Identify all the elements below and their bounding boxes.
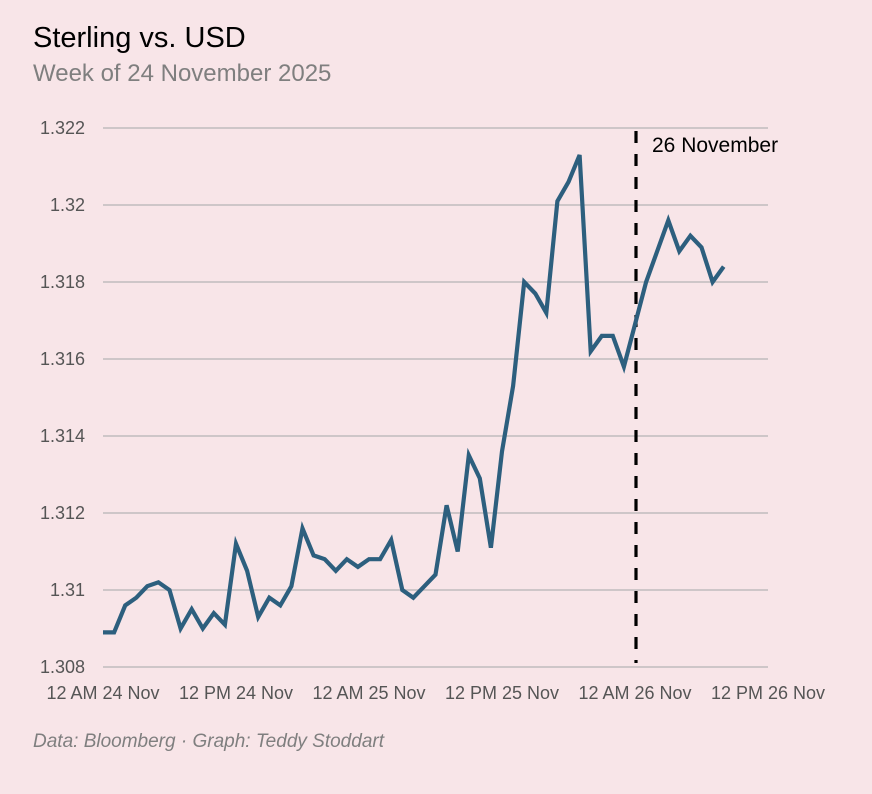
y-tick-label: 1.312 xyxy=(40,503,85,523)
y-tick-label: 1.322 xyxy=(40,118,85,138)
gridlines xyxy=(103,127,768,668)
y-tick-label: 1.31 xyxy=(50,580,85,600)
y-axis-ticks: 1.308 1.31 1.312 1.314 1.316 1.318 1.32 1.322 xyxy=(40,118,85,677)
y-tick-label: 1.308 xyxy=(40,657,85,677)
annotation-label: 26 November xyxy=(652,134,778,157)
x-tick-label: 12 PM 24 Nov xyxy=(179,683,293,703)
y-tick-label: 1.316 xyxy=(40,349,85,369)
series-line xyxy=(103,154,726,635)
x-tick-label: 12 PM 26 Nov xyxy=(711,683,825,703)
chart-caption: Data: Bloomberg · Graph: Teddy Stoddart xyxy=(33,731,384,752)
y-tick-label: 1.318 xyxy=(40,272,85,292)
x-tick-label: 12 AM 25 Nov xyxy=(312,683,425,703)
chart-title: Sterling vs. USD xyxy=(33,22,246,54)
x-tick-label: 12 PM 25 Nov xyxy=(445,683,559,703)
y-tick-label: 1.32 xyxy=(50,195,85,215)
chart-subtitle: Week of 24 November 2025 xyxy=(33,60,332,87)
x-axis-ticks: 12 AM 24 Nov 12 PM 24 Nov 12 AM 25 Nov 12 P… xyxy=(46,683,825,703)
annotation-group: 26 November xyxy=(634,131,778,663)
y-tick-label: 1.314 xyxy=(40,426,85,446)
x-tick-label: 12 AM 26 Nov xyxy=(578,683,691,703)
series-group xyxy=(102,154,726,635)
x-tick-label: 12 AM 24 Nov xyxy=(46,683,159,703)
